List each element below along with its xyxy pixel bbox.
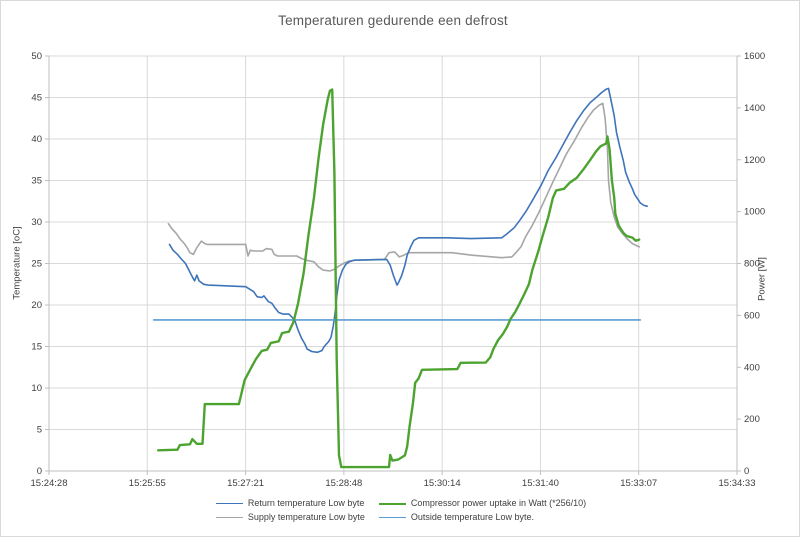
legend-label: Supply temperature Low byte (247, 512, 365, 522)
legend-line-swatch (378, 502, 406, 505)
y-right-tick-label: 800 (744, 259, 760, 270)
x-axis-tick-label: 15:30:14 (424, 478, 461, 489)
y-left-tick-label: 35 (31, 176, 42, 187)
y-right-tick-label: 600 (744, 310, 760, 321)
y-left-tick-label: 15 (31, 342, 42, 353)
legend-item: Compressor power uptake in Watt (*256/10… (378, 498, 587, 509)
series-line-supply-temperature-low-byte (167, 102, 641, 272)
legend: Return temperature Low byte Compressor po… (1, 498, 800, 523)
y-left-tick-label: 0 (37, 466, 42, 477)
legend-line-swatch (215, 503, 243, 504)
x-axis-tick-label: 15:28:48 (325, 478, 362, 489)
y-right-axis-title: Power [W] (756, 257, 768, 301)
x-axis-tick-label: 15:27:21 (227, 478, 264, 489)
x-axis-tick-label: 15:31:40 (522, 478, 559, 489)
legend-label: Compressor power uptake in Watt (*256/10… (410, 498, 587, 508)
legend-item: Supply temperature Low byte (215, 512, 365, 523)
y-right-tick-label: 1400 (744, 103, 765, 114)
y-right-tick-label: 400 (744, 362, 760, 373)
y-right-tick-label: 1600 (744, 51, 765, 62)
legend-label: Outside temperature Low byte. (410, 512, 534, 522)
y-left-tick-label: 25 (31, 259, 42, 270)
y-left-axis-title: Temperature [oC] (11, 226, 23, 300)
legend-item: Return temperature Low byte (215, 498, 365, 509)
y-left-tick-label: 50 (31, 51, 42, 62)
legend-grid: Return temperature Low byte Compressor po… (215, 498, 587, 523)
legend-item: Outside temperature Low byte. (378, 512, 586, 523)
chart-title: Temperaturen gedurende een defrost (278, 13, 508, 28)
y-right-tick-label: 200 (744, 414, 760, 425)
y-left-tick-label: 10 (31, 383, 42, 394)
y-right-tick-label: 1200 (744, 155, 765, 166)
x-axis-tick-label: 15:24:28 (31, 478, 68, 489)
y-left-tick-label: 5 (37, 425, 42, 436)
legend-label: Return temperature Low byte (247, 498, 365, 508)
legend-line-swatch (378, 517, 406, 518)
series-line-return-temperature-low-byte (168, 87, 649, 354)
y-left-tick-label: 45 (31, 93, 42, 104)
y-right-tick-label: 0 (744, 466, 749, 477)
x-axis-tick-label: 15:34:33 (719, 478, 756, 489)
legend-line-swatch (215, 517, 243, 518)
y-left-tick-label: 30 (31, 217, 42, 228)
y-right-tick-label: 1000 (744, 207, 765, 218)
x-axis-tick-label: 15:33:07 (620, 478, 657, 489)
series-line-compressor-power-uptake-in-watt-256-10 (156, 88, 641, 469)
y-left-tick-label: 20 (31, 300, 42, 311)
x-axis-tick-label: 15:25:55 (129, 478, 166, 489)
y-left-tick-label: 40 (31, 134, 42, 145)
